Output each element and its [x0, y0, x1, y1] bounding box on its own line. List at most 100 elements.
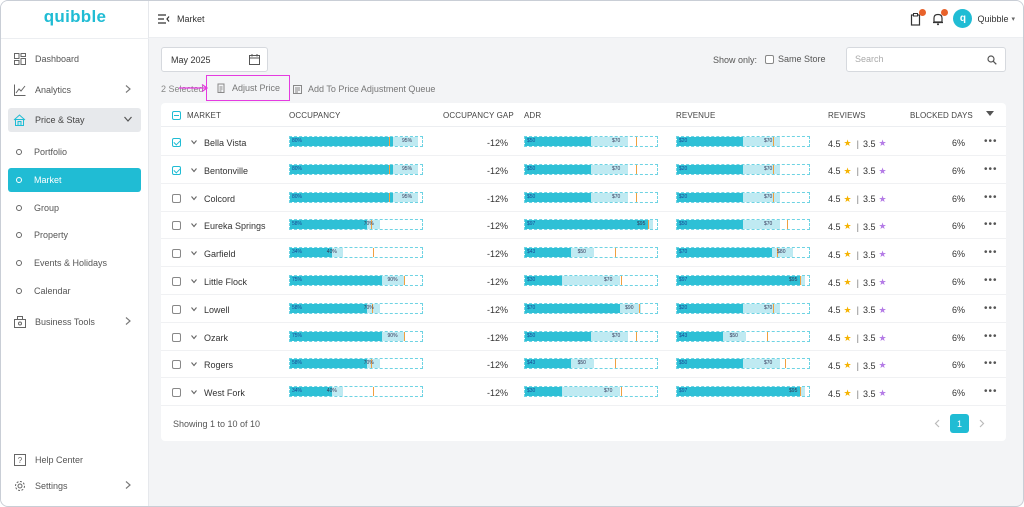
- sidebar-subitem-portfolio[interactable]: Portfolio: [8, 140, 141, 164]
- sidebar-subitem-calendar[interactable]: Calendar: [8, 279, 141, 303]
- row-checkbox[interactable]: [172, 138, 181, 147]
- column-header-adr[interactable]: ADR: [524, 111, 542, 120]
- row-actions-more-icon[interactable]: •••: [984, 191, 998, 203]
- select-all-checkbox[interactable]: [172, 111, 181, 120]
- table-row[interactable]: Rogers 58% 70% $43 $50 $50 $70 -12% 4.5 ★ | 3.5 ★ 6% •…: [161, 350, 1006, 379]
- sidebar-item-dashboard[interactable]: Dashboard: [8, 47, 141, 71]
- market-name[interactable]: Garfield: [204, 249, 236, 260]
- avatar[interactable]: q: [953, 9, 973, 28]
- row-checkbox[interactable]: [172, 360, 181, 370]
- expand-row-chevron-icon[interactable]: [190, 138, 198, 146]
- row-checkbox[interactable]: [172, 277, 181, 286]
- market-name[interactable]: Bella Vista: [204, 138, 247, 148]
- market-name[interactable]: Rogers: [204, 360, 234, 371]
- divider: |: [856, 166, 859, 177]
- sidebar-item-business-tools[interactable]: Business Tools: [8, 310, 141, 334]
- next-page-icon[interactable]: [977, 419, 986, 428]
- bar-fill: [677, 137, 743, 146]
- divider: |: [856, 249, 859, 260]
- menu-collapse-icon[interactable]: [158, 13, 170, 25]
- add-to-queue-button[interactable]: Add To Price Adjustment Queue: [293, 84, 435, 94]
- market-name[interactable]: Colcord: [204, 193, 236, 204]
- row-checkbox[interactable]: [172, 193, 181, 203]
- expand-row-chevron-icon[interactable]: [190, 166, 198, 174]
- same-store-toggle[interactable]: Same Store: [765, 54, 826, 64]
- table-row[interactable]: Bentonville 80% 95% $50 $70 $20 $70 -12% 4.5 ★ | 3.…: [161, 156, 1006, 184]
- expand-row-chevron-icon[interactable]: [190, 249, 198, 257]
- table-row[interactable]: Eureka Springs 58% 70% $97 $95 $50 $70 -12% 4.5 ★…: [161, 211, 1006, 240]
- market-name[interactable]: Lowell: [204, 304, 230, 315]
- market-name[interactable]: Bentonville: [204, 165, 249, 176]
- expand-row-chevron-icon[interactable]: [190, 277, 198, 285]
- table-row[interactable]: Lowell 58% 70% $70 $90 $20 $70 -12% 4.5 ★ | 3.5 ★ 6% •…: [161, 295, 1006, 323]
- row-actions-more-icon[interactable]: •••: [984, 219, 998, 231]
- adr-bar: $50 $70: [524, 136, 658, 147]
- prev-page-icon[interactable]: [933, 419, 942, 428]
- bar-value-label: $97: [679, 388, 688, 395]
- column-header-market[interactable]: MARKET: [187, 111, 221, 120]
- row-actions-more-icon[interactable]: •••: [984, 358, 998, 370]
- market-name[interactable]: Little Flock: [204, 277, 248, 287]
- bell-notification-button[interactable]: [931, 8, 949, 26]
- row-actions-more-icon[interactable]: •••: [984, 163, 998, 175]
- column-header-occupancy[interactable]: OCCUPANCY: [289, 111, 341, 120]
- row-checkbox[interactable]: [172, 388, 181, 398]
- row-actions-more-icon[interactable]: •••: [984, 330, 998, 342]
- table-row[interactable]: Ozark 75% 90% $50 $70 $43 $50 -12% 4.5 ★ | 3.5 ★ 6% ••…: [161, 323, 1006, 351]
- sidebar-item-help-center[interactable]: ? Help Center: [8, 448, 141, 472]
- expand-row-chevron-icon[interactable]: [190, 221, 198, 229]
- column-menu-caret-icon[interactable]: [986, 111, 994, 116]
- adjust-price-button[interactable]: Adjust Price: [206, 75, 290, 101]
- same-store-checkbox[interactable]: [765, 54, 774, 64]
- sidebar-subitem-property[interactable]: Property: [8, 223, 141, 247]
- bar-benchmark-marker: [773, 303, 775, 313]
- bar-value-label: $30: [527, 277, 536, 283]
- table-row[interactable]: Colcord 80% 95% $50 $70 $20 $70 -12% 4.5 ★ | 3.5 ★ 6%…: [161, 184, 1006, 212]
- row-checkbox[interactable]: [172, 249, 181, 259]
- row-actions-more-icon[interactable]: •••: [984, 275, 998, 286]
- row-actions-more-icon[interactable]: •••: [984, 247, 998, 259]
- user-name[interactable]: Quibble: [977, 13, 1009, 24]
- table-row[interactable]: West Fork 34% 40% $30 $70 $97 $95 -12% 4.5 ★ | 3.5 ★…: [161, 378, 1006, 407]
- same-store-label: Same Store: [778, 54, 826, 64]
- expand-row-chevron-icon[interactable]: [190, 360, 198, 368]
- reviews-cell: 4.5 ★ | 3.5 ★: [828, 249, 892, 260]
- sidebar-subitem-market[interactable]: Market: [8, 168, 141, 192]
- market-name[interactable]: West Fork: [204, 388, 245, 399]
- sidebar-subitem-label: Market: [34, 175, 62, 185]
- expand-row-chevron-icon[interactable]: [190, 194, 198, 202]
- table-row[interactable]: Bella Vista 80% 95% $50 $70 $20 $70 -12% 4.5 ★ | 3.…: [161, 128, 1006, 156]
- row-checkbox[interactable]: [172, 304, 181, 314]
- star-icon: ★: [843, 360, 852, 371]
- search-input[interactable]: [855, 54, 975, 64]
- sidebar-item-price-stay[interactable]: Price & Stay: [8, 108, 141, 132]
- market-name[interactable]: Ozark: [204, 332, 229, 343]
- caret-down-icon[interactable]: ▾: [1011, 15, 1015, 23]
- row-actions-more-icon[interactable]: •••: [984, 386, 998, 398]
- row-actions-more-icon[interactable]: •••: [984, 302, 998, 314]
- topbar: Market q Quibble ▾: [149, 1, 1023, 38]
- column-header-occupancy-gap[interactable]: OCCUPANCY GAP: [443, 111, 514, 120]
- column-header-blocked-days[interactable]: BLOCKED DAYS: [910, 111, 973, 120]
- expand-row-chevron-icon[interactable]: [190, 388, 198, 396]
- column-header-reviews[interactable]: REVIEWS: [828, 111, 866, 120]
- row-checkbox[interactable]: [172, 221, 181, 231]
- page-number-button[interactable]: 1: [950, 414, 969, 433]
- sidebar-subitem-events-holidays[interactable]: Events & Holidays: [8, 251, 141, 275]
- sidebar-subitem-group[interactable]: Group: [8, 196, 141, 220]
- table-row[interactable]: Garfield 34% 40% $43 $50 $70 $80 -12% 4.5 ★ | 3.5 ★ 6…: [161, 239, 1006, 268]
- sidebar-item-analytics[interactable]: Analytics: [8, 78, 141, 102]
- expand-row-chevron-icon[interactable]: [190, 305, 198, 313]
- expand-row-chevron-icon[interactable]: [190, 333, 198, 341]
- row-checkbox[interactable]: [172, 332, 181, 342]
- row-checkbox[interactable]: [172, 165, 181, 175]
- column-header-revenue[interactable]: REVENUE: [676, 111, 716, 120]
- sidebar-item-settings[interactable]: Settings: [8, 474, 141, 498]
- market-name[interactable]: Eureka Springs: [204, 221, 266, 232]
- clipboard-notification-button[interactable]: [909, 8, 927, 26]
- table-row[interactable]: Little Flock 75% 90% $30 $70 $97 $95 -12% 4.5 ★ | 3…: [161, 267, 1006, 295]
- bar-value-label: $20: [679, 165, 688, 172]
- month-picker[interactable]: May 2025: [161, 47, 268, 72]
- row-actions-more-icon[interactable]: •••: [984, 136, 998, 147]
- search-icon[interactable]: [987, 55, 997, 65]
